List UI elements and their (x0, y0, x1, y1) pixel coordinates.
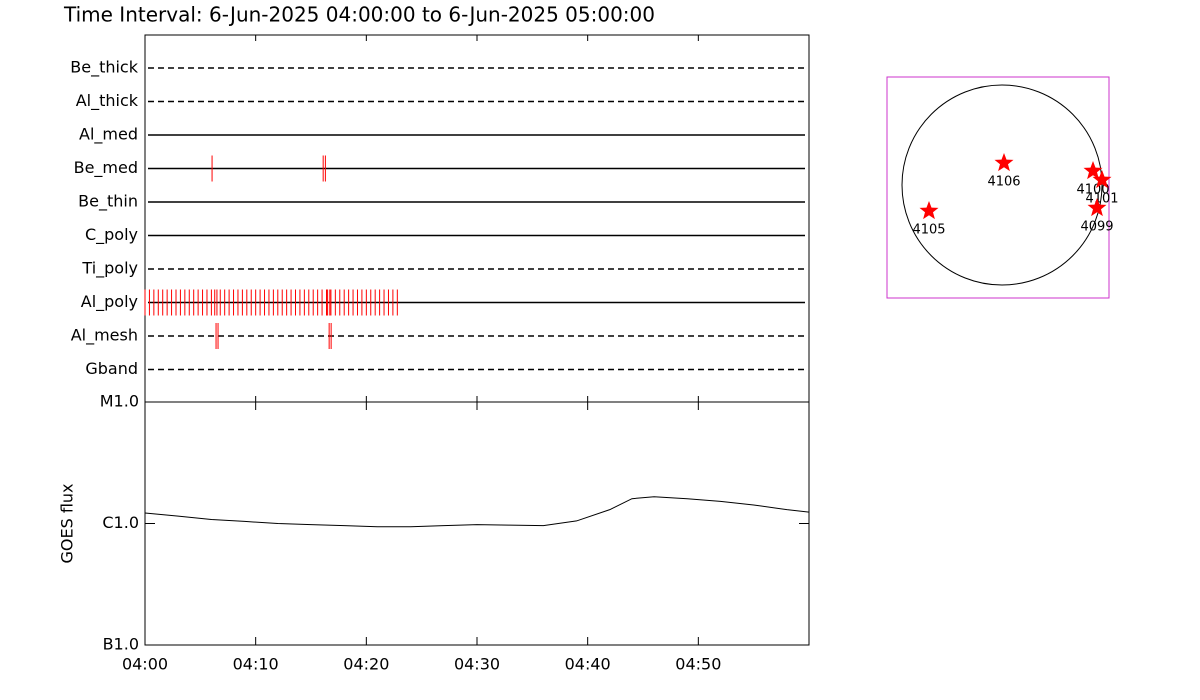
chart-title: Time Interval: 6-Jun-2025 04:00:00 to 6-… (63, 3, 655, 27)
region-label: 4099 (1080, 220, 1113, 235)
goes-line (144, 496, 810, 528)
x-tick-label: 04:40 (565, 655, 611, 674)
x-tick-label: 04:10 (233, 655, 279, 674)
row-label: Be_thin (78, 192, 138, 212)
active-region (919, 201, 939, 220)
solar-limb (901, 84, 1103, 286)
x-tick-label: 04:50 (675, 655, 721, 674)
row-label: Al_poly (81, 292, 138, 312)
row-label: Al_thick (76, 91, 139, 111)
region-label: 4101 (1085, 192, 1118, 207)
active-region (1083, 161, 1103, 180)
row-label: Ti_poly (81, 259, 138, 279)
row-label: Be_med (74, 158, 138, 178)
row-label: C_poly (85, 225, 138, 245)
row-label: Al_med (79, 125, 138, 145)
row-label: Gband (85, 359, 138, 378)
x-tick-label: 04:20 (343, 655, 389, 674)
y-tick-label: M1.0 (100, 392, 139, 411)
region-label: 4105 (912, 223, 945, 238)
y-tick-label: C1.0 (102, 513, 139, 532)
active-region (994, 153, 1014, 172)
region-label: 4100 (1076, 183, 1109, 198)
active-region (1087, 198, 1107, 217)
row-label: Be_thick (70, 58, 138, 78)
region-label: 4106 (987, 175, 1020, 190)
map-frame (886, 76, 1110, 299)
row-label: Al_mesh (71, 326, 138, 346)
x-tick-label: 04:00 (122, 655, 168, 674)
x-tick-label: 04:30 (454, 655, 500, 674)
y-axis-label: GOES flux (58, 483, 77, 563)
active-region (1092, 170, 1112, 189)
y-tick-label: B1.0 (103, 635, 139, 654)
